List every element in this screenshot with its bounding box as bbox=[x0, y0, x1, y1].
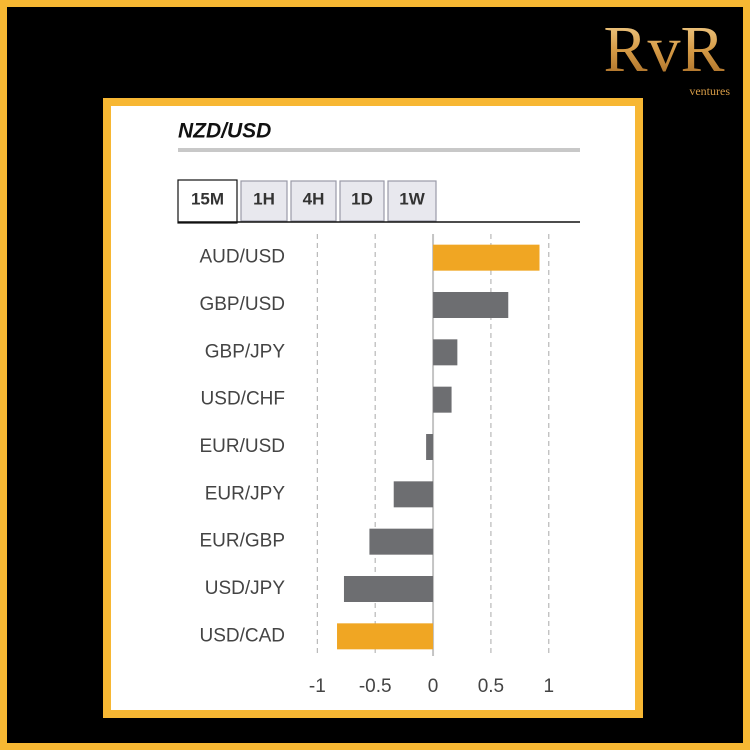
bar bbox=[426, 434, 434, 460]
y-tick-label: EUR/JPY bbox=[205, 483, 286, 504]
tab-label[interactable]: 1D bbox=[351, 189, 373, 208]
bar bbox=[433, 386, 452, 413]
logo-tagline: ventures bbox=[689, 84, 730, 98]
y-tick-label: USD/JPY bbox=[205, 578, 286, 599]
x-tick-label: -1 bbox=[309, 676, 326, 697]
plot: -1 -0.5 0 0.5 1 AUD/USD GBP/USD GBP/JPY USD/CHF E… bbox=[199, 234, 554, 697]
tab-label[interactable]: 1H bbox=[253, 189, 275, 208]
tab-label[interactable]: 4H bbox=[303, 189, 325, 208]
y-tick-label: GBP/USD bbox=[199, 294, 285, 315]
tab[interactable] bbox=[290, 180, 337, 222]
tab[interactable] bbox=[240, 180, 288, 222]
bar bbox=[337, 623, 434, 650]
y-tick-label: EUR/USD bbox=[199, 436, 285, 457]
y-tick-label: AUD/USD bbox=[199, 247, 285, 268]
x-tick-label: 0 bbox=[428, 676, 439, 697]
x-tick-label: -0.5 bbox=[359, 676, 392, 697]
logo-brand: RvR bbox=[603, 13, 724, 86]
bar bbox=[433, 339, 458, 366]
bar bbox=[393, 481, 434, 508]
chart-title: NZD/USD bbox=[178, 120, 271, 143]
title-rule bbox=[178, 148, 580, 152]
tab[interactable] bbox=[177, 179, 238, 224]
tab-label[interactable]: 1W bbox=[399, 189, 425, 208]
y-tick-label: GBP/JPY bbox=[205, 341, 286, 362]
y-tick-label: USD/CHF bbox=[201, 389, 285, 410]
tab-bar: 15M 1H 4H 1D 1W bbox=[177, 179, 437, 224]
y-tick-label: EUR/GBP bbox=[199, 531, 285, 552]
tab-label[interactable]: 15M bbox=[191, 189, 224, 208]
bar bbox=[369, 528, 434, 555]
x-tick-label: 1 bbox=[543, 676, 554, 697]
bar bbox=[433, 292, 509, 318]
y-tick-label: USD/CAD bbox=[199, 625, 285, 646]
bar bbox=[433, 244, 540, 271]
x-tick-label: 0.5 bbox=[478, 676, 504, 697]
tab[interactable] bbox=[339, 180, 385, 222]
bar bbox=[343, 576, 434, 602]
tab[interactable] bbox=[387, 180, 437, 222]
